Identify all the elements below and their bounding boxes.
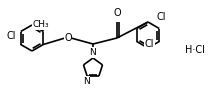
Text: Cl: Cl [145, 39, 154, 49]
Text: H·Cl: H·Cl [185, 45, 205, 55]
Text: O: O [64, 33, 72, 43]
Text: Cl: Cl [6, 31, 16, 40]
Text: CH₃: CH₃ [33, 20, 50, 29]
Text: O: O [113, 8, 121, 18]
Text: N: N [83, 77, 90, 86]
Text: N: N [90, 48, 96, 57]
Text: Cl: Cl [157, 12, 166, 23]
